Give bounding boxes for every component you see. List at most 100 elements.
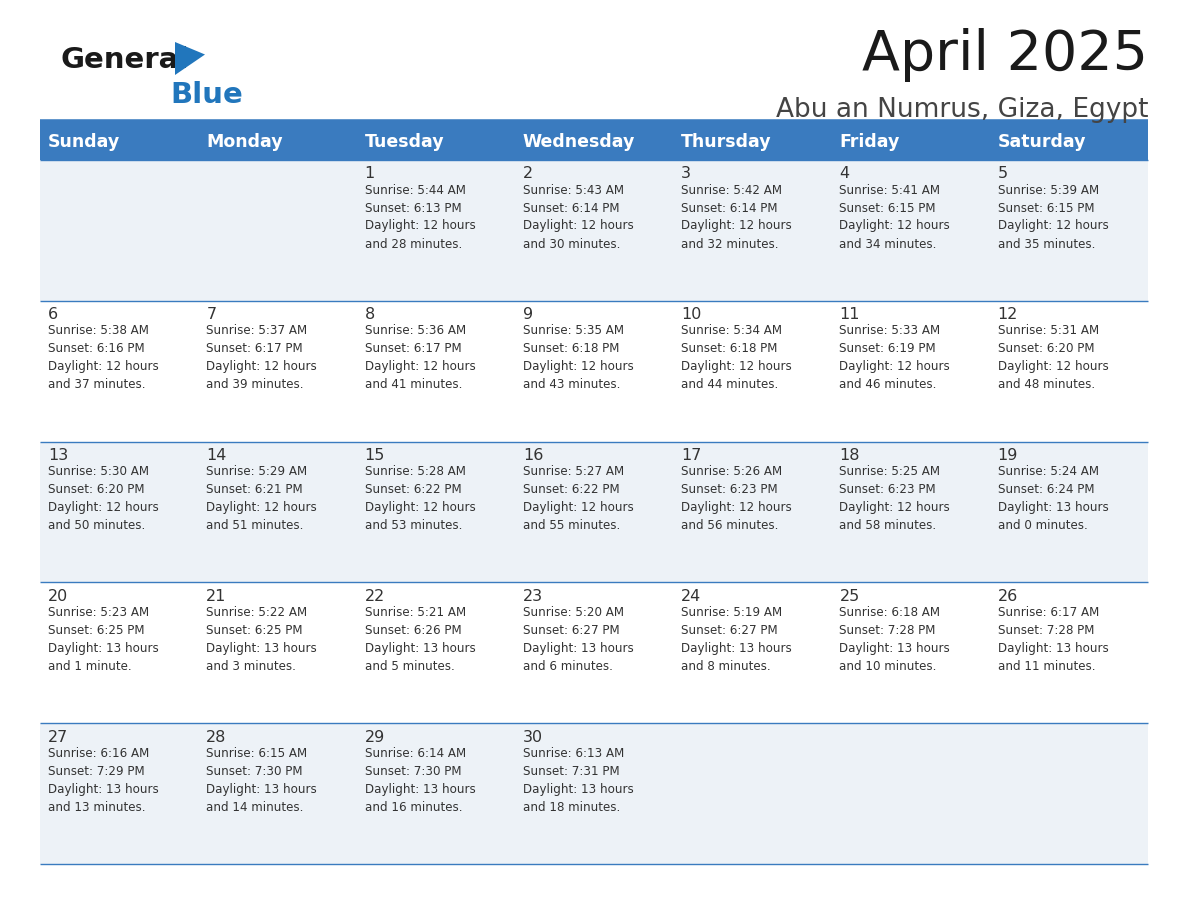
- Text: Sunrise: 6:14 AM: Sunrise: 6:14 AM: [365, 746, 466, 760]
- Text: Daylight: 13 hours: Daylight: 13 hours: [365, 642, 475, 655]
- Text: Sunset: 7:28 PM: Sunset: 7:28 PM: [840, 624, 936, 637]
- Text: Abu an Numrus, Giza, Egypt: Abu an Numrus, Giza, Egypt: [776, 97, 1148, 123]
- Text: 19: 19: [998, 448, 1018, 463]
- Text: Sunset: 6:25 PM: Sunset: 6:25 PM: [207, 624, 303, 637]
- Text: 14: 14: [207, 448, 227, 463]
- Text: and 53 minutes.: and 53 minutes.: [365, 519, 462, 532]
- Text: and 8 minutes.: and 8 minutes.: [681, 660, 771, 673]
- Bar: [40, 124, 1148, 160]
- Text: and 1 minute.: and 1 minute.: [48, 660, 132, 673]
- Text: Sunrise: 5:25 AM: Sunrise: 5:25 AM: [840, 465, 941, 478]
- Text: 13: 13: [48, 448, 68, 463]
- Text: Sunrise: 5:20 AM: Sunrise: 5:20 AM: [523, 606, 624, 619]
- Text: 17: 17: [681, 448, 702, 463]
- Text: 29: 29: [365, 730, 385, 744]
- Text: 10: 10: [681, 308, 702, 322]
- Text: Sunrise: 6:15 AM: Sunrise: 6:15 AM: [207, 746, 308, 760]
- Text: and 0 minutes.: and 0 minutes.: [998, 519, 1087, 532]
- Text: Sunset: 6:19 PM: Sunset: 6:19 PM: [840, 342, 936, 355]
- Text: 6: 6: [48, 308, 58, 322]
- Text: Sunrise: 5:42 AM: Sunrise: 5:42 AM: [681, 184, 782, 196]
- Text: Sunset: 6:14 PM: Sunset: 6:14 PM: [523, 201, 619, 215]
- Text: Sunrise: 5:28 AM: Sunrise: 5:28 AM: [365, 465, 466, 478]
- Text: Sunrise: 5:38 AM: Sunrise: 5:38 AM: [48, 324, 148, 337]
- Text: Sunset: 7:30 PM: Sunset: 7:30 PM: [207, 765, 303, 778]
- Text: Sunrise: 5:37 AM: Sunrise: 5:37 AM: [207, 324, 308, 337]
- Text: Daylight: 13 hours: Daylight: 13 hours: [207, 783, 317, 796]
- Text: Daylight: 13 hours: Daylight: 13 hours: [48, 642, 159, 655]
- Text: Sunset: 6:14 PM: Sunset: 6:14 PM: [681, 201, 778, 215]
- Text: Sunrise: 5:23 AM: Sunrise: 5:23 AM: [48, 606, 150, 619]
- Text: and 14 minutes.: and 14 minutes.: [207, 800, 304, 813]
- Text: Sunrise: 5:35 AM: Sunrise: 5:35 AM: [523, 324, 624, 337]
- Text: and 11 minutes.: and 11 minutes.: [998, 660, 1095, 673]
- Text: Sunset: 6:15 PM: Sunset: 6:15 PM: [998, 201, 1094, 215]
- Text: Daylight: 12 hours: Daylight: 12 hours: [523, 501, 633, 514]
- Text: and 16 minutes.: and 16 minutes.: [365, 800, 462, 813]
- Text: Daylight: 12 hours: Daylight: 12 hours: [523, 219, 633, 232]
- Text: Daylight: 12 hours: Daylight: 12 hours: [840, 360, 950, 374]
- Text: Sunset: 6:20 PM: Sunset: 6:20 PM: [48, 483, 145, 496]
- Text: and 32 minutes.: and 32 minutes.: [681, 238, 778, 251]
- Text: 28: 28: [207, 730, 227, 744]
- Text: 15: 15: [365, 448, 385, 463]
- Text: Daylight: 12 hours: Daylight: 12 hours: [365, 360, 475, 374]
- Text: Sunrise: 6:13 AM: Sunrise: 6:13 AM: [523, 746, 624, 760]
- Text: Daylight: 12 hours: Daylight: 12 hours: [48, 360, 159, 374]
- Text: 25: 25: [840, 589, 860, 604]
- Text: Daylight: 13 hours: Daylight: 13 hours: [998, 501, 1108, 514]
- Text: Sunset: 7:28 PM: Sunset: 7:28 PM: [998, 624, 1094, 637]
- Text: Daylight: 13 hours: Daylight: 13 hours: [681, 642, 792, 655]
- Text: Wednesday: Wednesday: [523, 133, 636, 151]
- Bar: [40, 723, 1148, 864]
- Text: Sunset: 6:24 PM: Sunset: 6:24 PM: [998, 483, 1094, 496]
- Text: 8: 8: [365, 308, 375, 322]
- Text: 26: 26: [998, 589, 1018, 604]
- Text: Sunrise: 5:31 AM: Sunrise: 5:31 AM: [998, 324, 1099, 337]
- Text: Blue: Blue: [170, 81, 242, 109]
- Text: 23: 23: [523, 589, 543, 604]
- Text: Daylight: 12 hours: Daylight: 12 hours: [998, 360, 1108, 374]
- Text: 7: 7: [207, 308, 216, 322]
- Text: General: General: [61, 46, 189, 74]
- Text: 21: 21: [207, 589, 227, 604]
- Text: Sunrise: 5:19 AM: Sunrise: 5:19 AM: [681, 606, 782, 619]
- Text: Daylight: 12 hours: Daylight: 12 hours: [48, 501, 159, 514]
- Text: 27: 27: [48, 730, 68, 744]
- Text: and 3 minutes.: and 3 minutes.: [207, 660, 296, 673]
- Text: Daylight: 13 hours: Daylight: 13 hours: [523, 783, 633, 796]
- Text: Daylight: 12 hours: Daylight: 12 hours: [207, 360, 317, 374]
- Text: Saturday: Saturday: [998, 133, 1086, 151]
- Text: Sunset: 6:23 PM: Sunset: 6:23 PM: [840, 483, 936, 496]
- Text: Sunset: 6:27 PM: Sunset: 6:27 PM: [523, 624, 619, 637]
- Text: and 6 minutes.: and 6 minutes.: [523, 660, 613, 673]
- Text: and 50 minutes.: and 50 minutes.: [48, 519, 145, 532]
- Text: Sunset: 6:13 PM: Sunset: 6:13 PM: [365, 201, 461, 215]
- Text: and 34 minutes.: and 34 minutes.: [840, 238, 937, 251]
- Text: and 51 minutes.: and 51 minutes.: [207, 519, 304, 532]
- Text: and 39 minutes.: and 39 minutes.: [207, 378, 304, 391]
- Text: Sunrise: 6:18 AM: Sunrise: 6:18 AM: [840, 606, 941, 619]
- Text: Sunset: 7:31 PM: Sunset: 7:31 PM: [523, 765, 619, 778]
- Text: Sunset: 6:15 PM: Sunset: 6:15 PM: [840, 201, 936, 215]
- Text: Daylight: 12 hours: Daylight: 12 hours: [681, 219, 792, 232]
- Text: Sunset: 7:30 PM: Sunset: 7:30 PM: [365, 765, 461, 778]
- Text: Sunset: 6:26 PM: Sunset: 6:26 PM: [365, 624, 461, 637]
- Text: Daylight: 13 hours: Daylight: 13 hours: [365, 783, 475, 796]
- Text: 2: 2: [523, 166, 533, 182]
- Text: Daylight: 13 hours: Daylight: 13 hours: [998, 642, 1108, 655]
- Text: Sunrise: 6:16 AM: Sunrise: 6:16 AM: [48, 746, 150, 760]
- Text: Sunrise: 5:33 AM: Sunrise: 5:33 AM: [840, 324, 941, 337]
- Bar: [40, 582, 1148, 723]
- Text: 11: 11: [840, 308, 860, 322]
- Text: Sunset: 7:29 PM: Sunset: 7:29 PM: [48, 765, 145, 778]
- Text: Sunset: 6:18 PM: Sunset: 6:18 PM: [681, 342, 777, 355]
- Bar: [40, 442, 1148, 582]
- Text: and 46 minutes.: and 46 minutes.: [840, 378, 937, 391]
- Text: April 2025: April 2025: [862, 28, 1148, 82]
- Text: Sunrise: 5:22 AM: Sunrise: 5:22 AM: [207, 606, 308, 619]
- Text: Daylight: 13 hours: Daylight: 13 hours: [207, 642, 317, 655]
- Text: Sunset: 6:17 PM: Sunset: 6:17 PM: [207, 342, 303, 355]
- Text: Sunset: 6:22 PM: Sunset: 6:22 PM: [523, 483, 619, 496]
- Text: Daylight: 13 hours: Daylight: 13 hours: [840, 642, 950, 655]
